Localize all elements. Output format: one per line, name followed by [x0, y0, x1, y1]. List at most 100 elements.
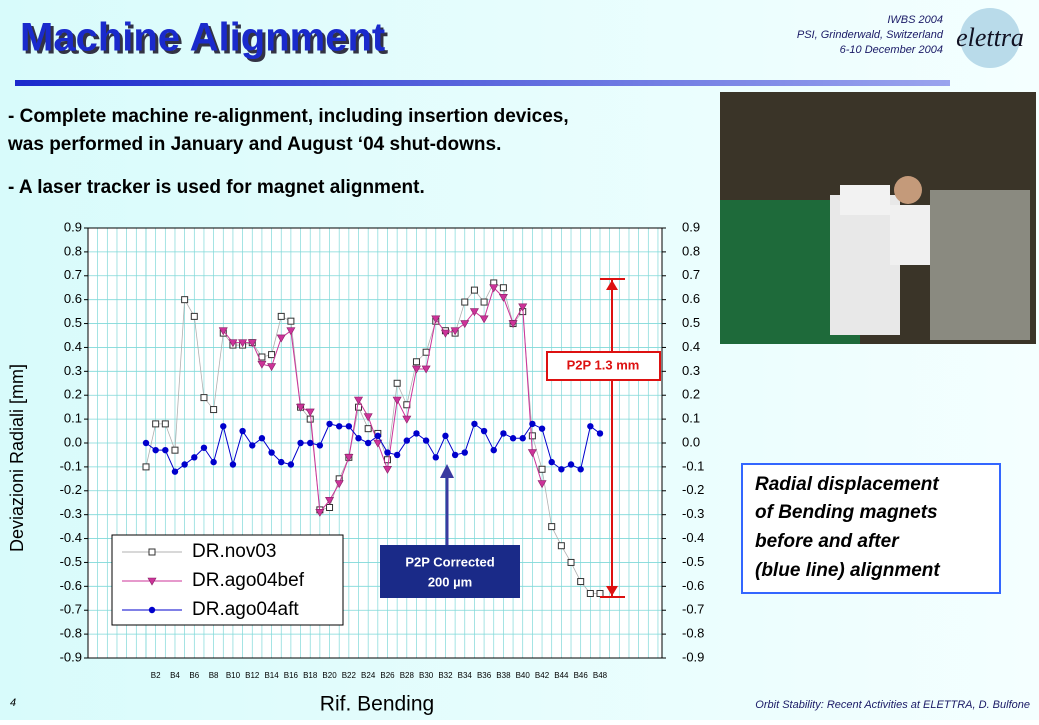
note: Radial displacement — [755, 474, 939, 495]
logo: elettra — [956, 23, 1024, 52]
marker — [374, 432, 382, 440]
marker — [480, 427, 488, 435]
marker — [355, 435, 362, 442]
y-tick-label: 0.8 — [64, 243, 82, 258]
y-tick-label: -0.2 — [60, 482, 82, 497]
marker — [499, 284, 507, 292]
y2-tick-label: 0.4 — [682, 339, 700, 354]
x-tick-label: B14 — [264, 671, 279, 680]
x-tick-label: B42 — [535, 671, 550, 680]
x-tick-label: B26 — [380, 671, 395, 680]
y2-tick-label: -0.6 — [682, 578, 704, 593]
y2-tick-label: 0.1 — [682, 411, 700, 426]
title: Machine Alignment — [20, 16, 385, 60]
event: IWBS 2004 — [887, 14, 943, 26]
marker — [527, 449, 537, 458]
marker — [228, 339, 238, 348]
marker — [393, 451, 401, 459]
marker — [238, 339, 248, 348]
marker — [577, 578, 585, 586]
marker — [297, 439, 304, 447]
marker — [577, 466, 584, 473]
marker — [557, 542, 565, 550]
footer: Orbit Stability: Recent Activities at EL… — [755, 699, 1030, 711]
x-tick-label: B32 — [438, 671, 453, 680]
marker — [147, 577, 157, 586]
marker — [586, 590, 594, 597]
note: of Bending magnets — [755, 502, 938, 523]
y-tick-label: -0.5 — [60, 554, 82, 569]
arrow-head — [440, 464, 454, 478]
marker — [518, 303, 528, 312]
marker — [558, 466, 565, 473]
y2-tick-label: 0.0 — [682, 434, 700, 449]
marker — [335, 423, 343, 430]
series-line — [222, 286, 543, 514]
annotation-box — [546, 351, 661, 381]
y-tick-label: 0.6 — [64, 291, 82, 306]
marker — [171, 468, 179, 475]
marker — [470, 286, 478, 294]
marker — [412, 358, 420, 366]
marker — [382, 465, 393, 474]
marker — [442, 432, 449, 440]
marker — [148, 606, 156, 614]
y-tick-label: 0.7 — [64, 267, 82, 282]
x-tick-label: B28 — [400, 671, 415, 680]
marker — [316, 442, 324, 449]
marker — [287, 461, 295, 468]
y2-tick-label: 0.7 — [682, 267, 700, 282]
marker — [413, 430, 420, 437]
title-shadow: Machine Alignment — [23, 19, 388, 63]
annotation: P2P Corrected — [405, 554, 494, 569]
marker — [567, 558, 575, 566]
marker — [305, 408, 315, 417]
x-tick-label: B6 — [189, 671, 199, 680]
marker — [267, 363, 277, 372]
annotation-box — [380, 545, 520, 598]
marker — [286, 327, 296, 336]
marker — [276, 334, 286, 343]
x-tick-label: B48 — [593, 671, 608, 680]
x-tick-label: B16 — [284, 671, 299, 680]
marker — [148, 548, 156, 556]
marker — [460, 320, 470, 329]
marker — [277, 312, 285, 320]
marker — [296, 403, 306, 412]
marker — [247, 339, 257, 348]
marker — [392, 396, 402, 405]
marker — [411, 365, 421, 374]
marker — [490, 446, 497, 454]
marker — [229, 461, 237, 468]
x-tick-label: B20 — [322, 671, 337, 680]
marker — [364, 439, 372, 447]
x-tick-label: B22 — [342, 671, 357, 680]
annotation: P2P 1.3 mm — [567, 357, 640, 372]
y2-tick-label: 0.8 — [682, 243, 700, 258]
marker — [181, 461, 188, 468]
marker — [480, 298, 488, 306]
x-tick-label: B38 — [496, 671, 511, 680]
marker — [498, 293, 508, 302]
marker — [325, 497, 335, 505]
y2-tick-label: -0.3 — [682, 506, 704, 521]
y-tick-label: -0.6 — [60, 578, 82, 593]
y-tick-label: 0.2 — [64, 387, 82, 402]
marker — [210, 458, 217, 466]
marker — [537, 480, 547, 489]
logo-globe — [960, 8, 1020, 68]
bullet: - A laser tracker is used for magnet ali… — [8, 177, 425, 198]
marker — [403, 437, 411, 444]
marker — [220, 423, 227, 430]
bullet: - Complete machine re-alignment, includi… — [8, 106, 569, 127]
x-tick-label: B24 — [361, 671, 376, 680]
marker — [152, 446, 159, 454]
marker — [373, 439, 383, 448]
marker — [538, 465, 546, 473]
y-tick-label: 0.5 — [64, 315, 82, 330]
marker — [451, 451, 459, 459]
marker — [548, 523, 556, 531]
marker — [171, 446, 179, 454]
marker — [142, 463, 150, 471]
